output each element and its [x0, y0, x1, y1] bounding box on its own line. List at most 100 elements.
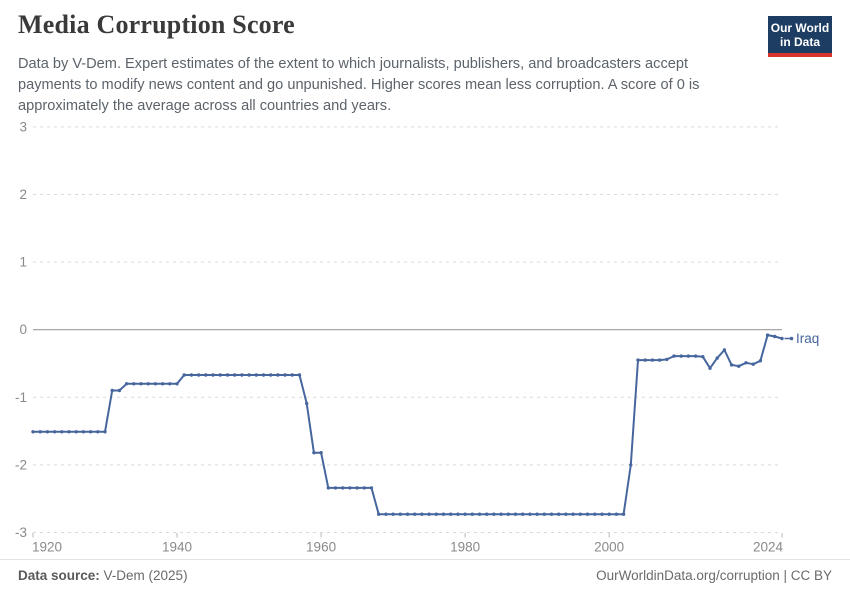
data-point	[621, 512, 626, 516]
data-point	[146, 382, 150, 386]
data-point	[470, 512, 474, 516]
chart-subtitle: Data by V-Dem. Expert estimates of the e…	[18, 56, 700, 114]
data-point	[31, 430, 35, 434]
y-axis-label: -3	[15, 525, 27, 540]
data-point	[765, 333, 770, 337]
data-point	[319, 451, 323, 455]
data-point	[686, 354, 691, 358]
data-point	[369, 486, 374, 490]
footer: Data source: V-Dem (2025) OurWorldinData…	[18, 568, 832, 583]
series-end-label: Iraq	[796, 331, 819, 346]
data-point	[593, 512, 597, 516]
data-point	[204, 373, 208, 377]
x-axis-label: 2024	[753, 540, 784, 555]
data-point	[312, 451, 316, 455]
data-point	[391, 512, 395, 516]
data-point	[160, 382, 165, 386]
data-point	[693, 354, 698, 358]
data-point	[333, 486, 338, 490]
data-point	[96, 430, 100, 434]
data-point	[305, 401, 309, 406]
chart-title: Media Corruption Score	[18, 10, 295, 39]
data-point	[377, 512, 381, 516]
y-axis-label: -2	[15, 457, 27, 472]
data-point	[117, 388, 122, 393]
data-point	[722, 348, 727, 352]
owid-logo-box: Our World in Data	[768, 16, 832, 53]
data-point	[434, 512, 438, 516]
data-point	[362, 486, 366, 490]
data-point	[758, 359, 763, 363]
x-axis-label: 1920	[32, 540, 62, 555]
data-point	[326, 486, 330, 490]
credit-link[interactable]: OurWorldinData.org/corruption | CC BY	[596, 568, 832, 583]
data-source-label: Data source:	[18, 568, 100, 583]
data-point	[557, 512, 561, 516]
data-point	[405, 512, 410, 516]
y-axis-label: 0	[19, 322, 27, 337]
data-point	[233, 373, 237, 377]
data-point	[139, 382, 143, 386]
data-point	[88, 430, 93, 434]
y-axis-label: 1	[19, 255, 27, 270]
data-point	[45, 430, 50, 434]
data-point	[81, 430, 86, 434]
data-point	[348, 486, 352, 490]
series-line-iraq	[32, 334, 783, 516]
data-point	[751, 362, 755, 366]
data-point	[506, 512, 510, 516]
y-axis-label: 3	[19, 119, 27, 134]
data-source: Data source: V-Dem (2025)	[18, 568, 188, 583]
data-point	[240, 373, 244, 377]
data-point	[247, 373, 251, 377]
data-point	[780, 336, 784, 341]
data-point	[715, 356, 719, 360]
data-point	[600, 512, 604, 516]
data-point	[657, 358, 662, 362]
owid-logo-line1: Our World	[770, 21, 830, 35]
data-point	[211, 373, 215, 377]
footer-divider	[0, 559, 850, 560]
y-axis-label: 2	[19, 187, 27, 202]
data-point	[283, 373, 287, 377]
data-point	[650, 358, 655, 362]
data-point	[74, 430, 78, 434]
data-point	[571, 512, 575, 516]
data-point	[67, 430, 71, 434]
data-point	[564, 512, 568, 516]
data-point	[744, 361, 748, 365]
data-source-value: V-Dem (2025)	[99, 568, 188, 583]
data-point	[456, 512, 460, 516]
data-point	[441, 512, 446, 516]
data-point	[269, 373, 273, 377]
data-point	[290, 373, 294, 377]
owid-logo[interactable]: Our World in Data	[768, 16, 832, 57]
data-point	[261, 373, 266, 377]
data-point	[449, 512, 453, 516]
data-point	[60, 430, 64, 434]
data-point	[196, 373, 201, 377]
data-point	[585, 512, 590, 516]
x-axis-label: 1940	[162, 540, 192, 555]
data-point	[737, 364, 741, 368]
data-point	[168, 382, 172, 386]
data-point	[175, 382, 179, 386]
data-point	[398, 512, 402, 516]
data-point	[110, 388, 114, 393]
data-point	[341, 486, 345, 490]
data-point	[420, 512, 424, 516]
x-axis-label: 1960	[306, 540, 336, 555]
data-point	[124, 382, 129, 386]
owid-logo-stripe	[768, 53, 832, 57]
x-axis-label: 1980	[450, 540, 480, 555]
data-point	[499, 512, 503, 516]
data-point	[629, 463, 633, 467]
data-point	[521, 512, 525, 516]
data-point	[254, 373, 258, 377]
data-point	[636, 358, 640, 362]
data-point	[103, 430, 107, 434]
data-point	[513, 512, 518, 516]
data-point	[276, 373, 280, 377]
data-point	[729, 363, 734, 367]
